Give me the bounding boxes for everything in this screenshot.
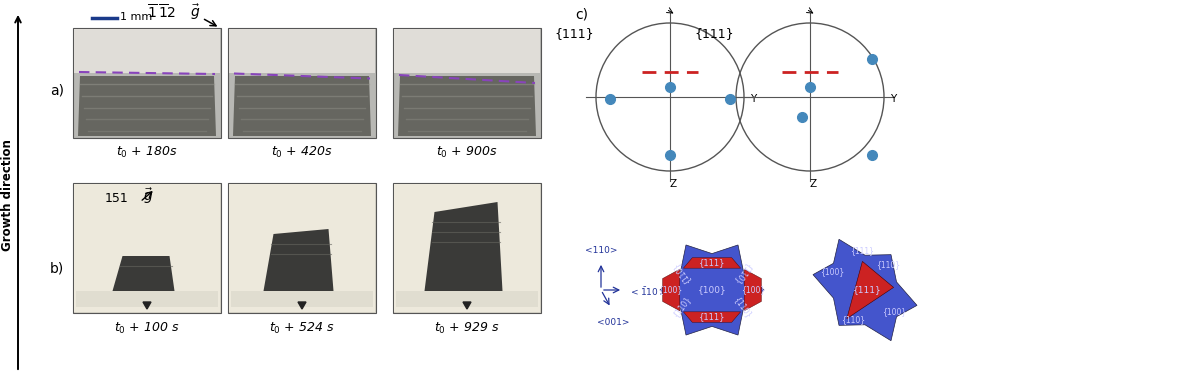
Polygon shape xyxy=(813,239,916,341)
Text: {100}: {100} xyxy=(819,267,843,277)
Text: {110}: {110} xyxy=(732,261,754,286)
Text: $t_0$ + 900s: $t_0$ + 900s xyxy=(436,144,497,159)
Polygon shape xyxy=(462,302,471,309)
Text: $<\bar{1}10>$: $<\bar{1}10>$ xyxy=(629,286,667,298)
Text: Growth direction: Growth direction xyxy=(1,139,14,251)
Bar xyxy=(74,29,220,73)
Bar xyxy=(393,183,541,313)
Text: {100}: {100} xyxy=(658,286,683,295)
Text: 151: 151 xyxy=(105,192,129,204)
Text: $\vec{g}$: $\vec{g}$ xyxy=(189,2,200,22)
Text: {100}: {100} xyxy=(882,307,906,316)
Text: 1 mm: 1 mm xyxy=(120,12,152,22)
Bar xyxy=(394,29,540,73)
Bar xyxy=(73,183,220,313)
Polygon shape xyxy=(398,76,536,136)
Text: {111}: {111} xyxy=(695,27,734,40)
Polygon shape xyxy=(660,245,764,335)
Polygon shape xyxy=(424,202,502,291)
Bar xyxy=(228,183,376,313)
Text: $t_0$ + 180s: $t_0$ + 180s xyxy=(116,144,177,159)
Polygon shape xyxy=(662,269,679,311)
Text: {111}: {111} xyxy=(555,27,594,40)
Bar xyxy=(393,28,541,138)
Text: {110}: {110} xyxy=(671,261,692,286)
Polygon shape xyxy=(232,76,371,136)
Bar xyxy=(75,291,218,307)
Text: {111}: {111} xyxy=(698,259,725,267)
Bar xyxy=(394,184,540,312)
Text: {110}: {110} xyxy=(841,315,865,324)
Text: $\vec{g}$: $\vec{g}$ xyxy=(143,186,153,206)
Bar xyxy=(231,291,373,307)
Text: $t_0$ + 100 s: $t_0$ + 100 s xyxy=(114,320,180,336)
Polygon shape xyxy=(113,256,175,291)
Text: Z: Z xyxy=(670,179,677,189)
Polygon shape xyxy=(744,269,762,311)
Text: Y: Y xyxy=(750,94,756,104)
Text: Z: Z xyxy=(810,179,817,189)
Bar xyxy=(229,184,375,312)
Polygon shape xyxy=(683,312,740,322)
Bar xyxy=(397,291,538,307)
Text: {100}: {100} xyxy=(742,286,766,295)
Polygon shape xyxy=(78,76,216,136)
Text: {110}: {110} xyxy=(671,295,692,319)
Text: $t_0$ + 524 s: $t_0$ + 524 s xyxy=(270,320,334,336)
Text: <110>: <110> xyxy=(585,246,617,255)
Text: {110}: {110} xyxy=(876,260,901,269)
Text: $t_0$ + 929 s: $t_0$ + 929 s xyxy=(435,320,500,336)
Text: {110}: {110} xyxy=(732,295,754,319)
Text: <001>: <001> xyxy=(597,318,629,327)
Polygon shape xyxy=(847,261,894,319)
Bar xyxy=(73,28,220,138)
Text: {100}: {100} xyxy=(697,286,726,295)
Bar xyxy=(74,184,220,312)
Polygon shape xyxy=(143,302,151,309)
Polygon shape xyxy=(264,229,333,291)
Text: $\overline{1}\,\overline{1}2$: $\overline{1}\,\overline{1}2$ xyxy=(147,3,176,21)
Text: {111}: {111} xyxy=(851,247,875,255)
Bar xyxy=(228,28,376,138)
Polygon shape xyxy=(298,302,305,309)
Text: Y: Y xyxy=(890,94,896,104)
Text: a): a) xyxy=(50,83,63,97)
Text: $t_0$ + 420s: $t_0$ + 420s xyxy=(271,144,333,159)
Polygon shape xyxy=(683,258,740,268)
Bar xyxy=(229,29,375,73)
Text: c): c) xyxy=(575,7,588,21)
Text: {111}: {111} xyxy=(698,313,725,322)
Text: {111}: {111} xyxy=(853,286,882,295)
Text: b): b) xyxy=(50,261,65,275)
